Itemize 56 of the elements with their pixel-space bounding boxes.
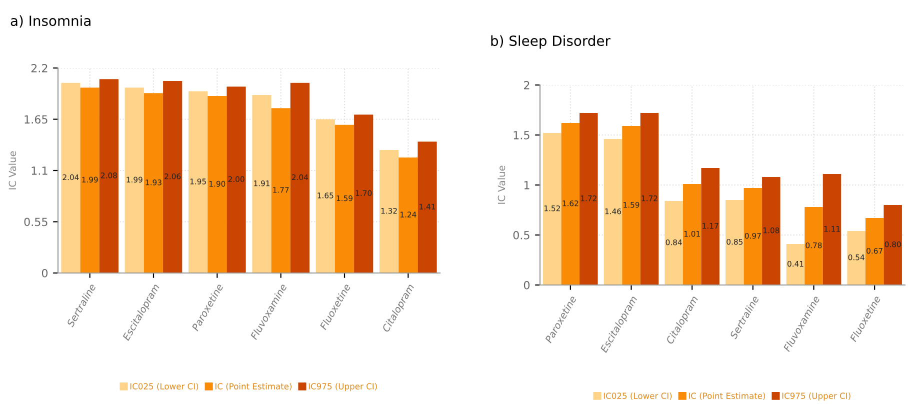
bar <box>354 114 374 273</box>
bar <box>61 82 80 273</box>
bar <box>822 174 842 285</box>
bar <box>252 95 272 273</box>
bar <box>865 218 884 285</box>
bar <box>316 119 335 273</box>
bar <box>604 139 622 285</box>
bar <box>543 133 562 285</box>
y-tick-label: 1 <box>524 181 530 190</box>
bar <box>804 207 823 285</box>
y-tick-label: 0.55 <box>24 218 48 226</box>
bar <box>561 123 580 285</box>
y-tick-label: 1.65 <box>24 115 48 124</box>
bar <box>580 113 598 285</box>
legend-label: IC025 (Lower CI) <box>604 392 672 400</box>
chart-title: b) Sleep Disorder <box>491 35 610 49</box>
bar <box>622 126 640 285</box>
legend-label: IC025 (Lower CI) <box>130 383 198 390</box>
legend-label: IC975 (Upper CI) <box>782 392 850 401</box>
y-tick-label: 1.1 <box>32 166 48 175</box>
bar <box>290 82 310 273</box>
bar <box>144 93 164 273</box>
y-tick-label: 0.5 <box>513 230 530 240</box>
bar <box>847 231 866 285</box>
y-tick-label: 2.2 <box>31 64 48 72</box>
bar <box>744 188 762 285</box>
bar <box>762 177 780 285</box>
bar <box>380 150 399 273</box>
bar <box>188 91 208 273</box>
y-tick-label: 0 <box>524 280 530 290</box>
bar <box>334 124 354 273</box>
y-axis-title: IC Value <box>8 151 16 190</box>
bar <box>99 79 118 273</box>
bar <box>226 86 246 273</box>
chart-title: a) Insomnia <box>10 15 90 28</box>
bar <box>884 205 902 285</box>
bar <box>163 81 182 273</box>
bar <box>640 113 659 285</box>
y-axis-title: IC Value <box>498 166 506 204</box>
bar <box>271 108 290 273</box>
bar <box>726 200 744 285</box>
bar <box>124 88 144 273</box>
bar <box>664 201 683 285</box>
y-tick-label: 1.5 <box>514 131 530 140</box>
y-tick-label: 0 <box>42 268 48 278</box>
legend-label: IC975 (Upper CI) <box>308 383 377 392</box>
bar <box>418 142 437 273</box>
bar <box>398 157 418 273</box>
bar <box>208 96 227 273</box>
bar <box>786 244 805 285</box>
bar <box>682 184 702 285</box>
bar <box>701 168 720 285</box>
bar <box>80 88 100 273</box>
legend-label: IC (Point Estimate) <box>688 392 766 400</box>
legend-label: IC (Point Estimate) <box>215 383 292 390</box>
y-tick-label: 2 <box>524 80 530 90</box>
